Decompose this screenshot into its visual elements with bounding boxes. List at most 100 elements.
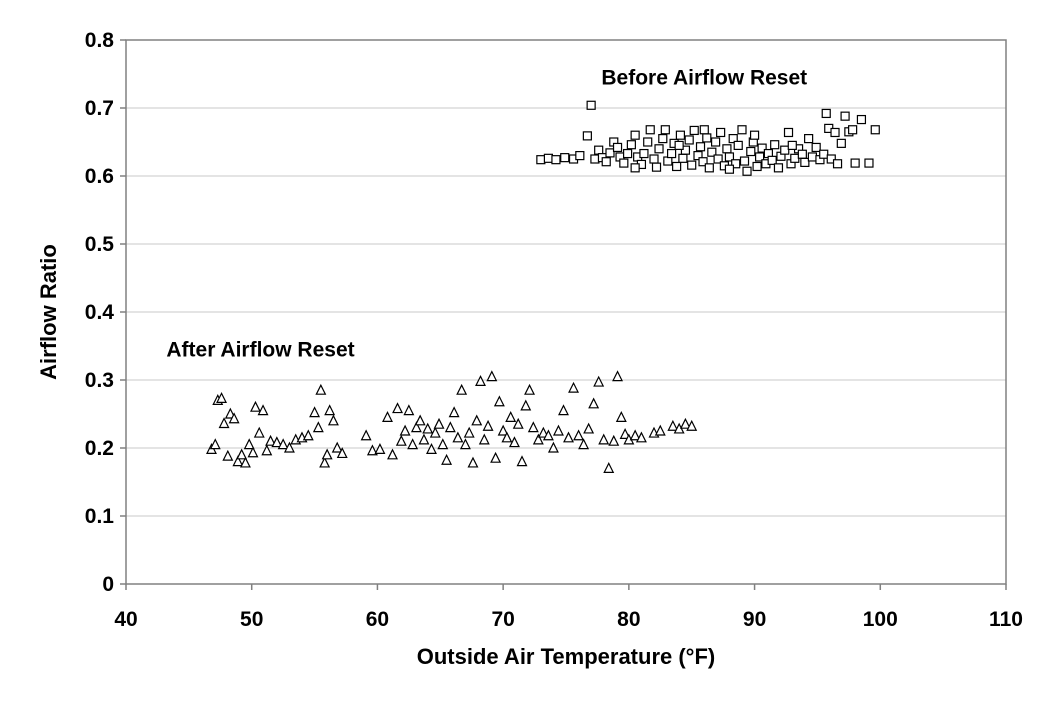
square-point: [870, 125, 880, 135]
triangle-point: [598, 433, 610, 445]
square-point: [693, 151, 703, 161]
square-point: [639, 148, 649, 159]
square-point: [821, 108, 831, 119]
x-tick-label: 90: [743, 608, 766, 631]
triangle-point: [568, 381, 580, 393]
square-point: [689, 125, 699, 136]
square-point: [594, 145, 604, 155]
square-point: [864, 158, 874, 168]
square-point: [630, 163, 640, 173]
triangle-point: [516, 455, 528, 467]
square-point: [582, 131, 592, 141]
triangle-point: [527, 421, 539, 433]
triangle-point: [265, 434, 277, 446]
square-point: [675, 130, 686, 140]
triangle-point: [520, 399, 532, 411]
square-point: [742, 166, 752, 176]
triangle-point: [312, 421, 324, 433]
triangle-point: [366, 444, 378, 456]
data-points: [206, 100, 880, 473]
triangle-point: [216, 392, 228, 403]
square-point: [780, 145, 790, 155]
square-point: [698, 157, 708, 167]
square-point: [612, 142, 623, 153]
triangle-point: [261, 444, 273, 456]
square-point: [728, 134, 738, 144]
triangle-point: [475, 375, 486, 386]
triangle-point: [459, 438, 471, 450]
triangle-point: [654, 424, 666, 436]
triangle-point: [422, 422, 434, 434]
square-point: [536, 155, 546, 165]
square-point: [630, 130, 640, 140]
triangle-point: [418, 433, 430, 445]
y-axis-title: Airflow Ratio: [36, 244, 61, 380]
triangle-point: [578, 438, 590, 450]
triangle-point: [429, 426, 441, 438]
x-tick-label: 40: [114, 608, 137, 631]
square-point: [605, 148, 615, 158]
square-point: [722, 144, 732, 154]
triangle-point: [257, 404, 269, 416]
triangle-point: [615, 411, 627, 422]
triangle-point: [573, 429, 585, 441]
triangle-point: [247, 446, 259, 458]
triangle-point: [508, 436, 520, 448]
y-tick-label: 0.5: [85, 233, 115, 256]
triangle-point: [387, 448, 398, 460]
square-point: [643, 137, 653, 147]
triangle-point: [395, 434, 407, 446]
square-point: [551, 155, 561, 165]
triangle-point: [327, 414, 339, 426]
triangle-point: [448, 406, 460, 418]
triangle-point: [410, 421, 422, 433]
triangle-point: [679, 417, 691, 429]
triangle-point: [271, 436, 283, 448]
triangle-point: [482, 419, 494, 431]
triangle-point: [243, 438, 255, 450]
square-point: [856, 114, 867, 125]
triangle-point: [277, 438, 289, 450]
square-point: [710, 137, 721, 147]
triangle-point: [558, 404, 569, 416]
square-point: [622, 148, 633, 159]
triangle-point: [283, 441, 295, 453]
triangle-point: [629, 429, 641, 441]
square-point: [626, 140, 636, 150]
x-tick-label: 80: [617, 608, 640, 631]
square-point: [674, 140, 684, 150]
triangle-point: [552, 424, 564, 436]
square-point: [713, 154, 723, 164]
triangle-point: [463, 426, 475, 438]
square-point: [773, 163, 784, 173]
triangle-point: [490, 451, 502, 463]
square-point: [754, 152, 765, 162]
triangle-point: [497, 424, 509, 436]
x-axis-title: Outside Air Temperature (°F): [417, 644, 716, 669]
triangle-point: [309, 406, 321, 418]
y-tick-label: 0.4: [85, 301, 115, 324]
square-point: [767, 155, 777, 165]
triangle-point: [608, 434, 620, 446]
square-point: [590, 154, 600, 164]
triangle-point: [583, 422, 595, 434]
square-point: [699, 125, 709, 135]
square-point: [848, 125, 858, 135]
square-point: [543, 153, 554, 163]
square-point: [666, 148, 677, 159]
triangle-point: [360, 429, 372, 441]
triangle-point: [547, 441, 559, 453]
square-point: [840, 111, 850, 121]
square-point: [804, 134, 814, 144]
triangle-point: [542, 429, 554, 441]
triangle-point: [407, 438, 419, 450]
square-point: [733, 140, 743, 150]
x-tick-label: 60: [366, 608, 389, 631]
y-tick-label: 0.7: [85, 97, 114, 120]
gridlines: [126, 107, 1006, 517]
triangle-point: [471, 414, 483, 426]
triangle-point: [686, 419, 698, 431]
triangle-point: [239, 456, 251, 468]
triangle-point: [392, 402, 404, 414]
